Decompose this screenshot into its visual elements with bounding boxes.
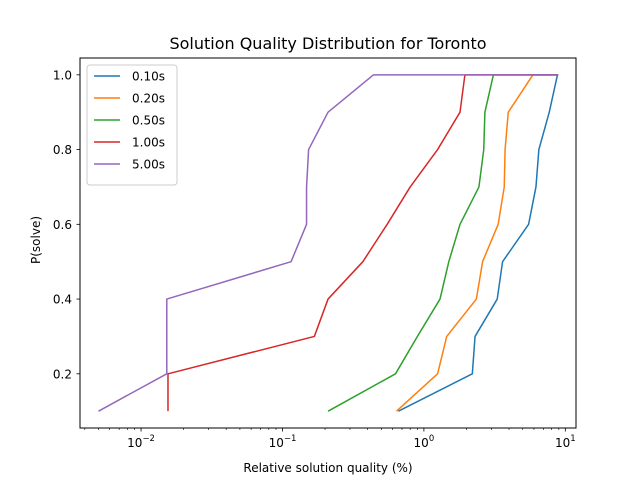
y-tick-label: 0.8 bbox=[53, 143, 72, 157]
series-line-3 bbox=[167, 74, 559, 412]
series-line-1 bbox=[395, 74, 559, 412]
series-line-0 bbox=[398, 74, 559, 412]
plot-frame bbox=[79, 57, 577, 429]
y-axis-ticks: 0.2 0.4 0.6 0.8 1.0 bbox=[53, 68, 80, 381]
y-tick-label: 0.6 bbox=[53, 218, 72, 232]
chart-title: Solution Quality Distribution for Toront… bbox=[169, 34, 486, 53]
y-tick-label: 1.0 bbox=[53, 68, 72, 82]
y-tick-label: 0.4 bbox=[53, 293, 72, 307]
legend-label: 5.00s bbox=[132, 158, 165, 172]
legend-label: 0.10s bbox=[132, 70, 165, 84]
x-axis-ticks: 10−2 10−1 100 101 bbox=[84, 428, 576, 450]
x-tick-label: 10−2 bbox=[127, 434, 155, 450]
legend-box bbox=[86, 64, 178, 186]
legend: 0.10s 0.20s 0.50s 1.00s 5.00s bbox=[86, 64, 178, 186]
legend-label: 0.20s bbox=[132, 92, 165, 106]
x-tick-label: 101 bbox=[555, 434, 576, 450]
x-tick-label: 100 bbox=[414, 434, 435, 450]
legend-label: 0.50s bbox=[132, 114, 165, 128]
y-axis-label: P(solve) bbox=[29, 216, 43, 264]
plot-lines bbox=[98, 74, 559, 412]
x-tick-label: 10−1 bbox=[269, 434, 297, 450]
x-axis-label: Relative solution quality (%) bbox=[243, 461, 412, 475]
series-line-4 bbox=[98, 74, 559, 412]
legend-label: 1.00s bbox=[132, 136, 165, 150]
series-line-2 bbox=[327, 74, 559, 412]
y-tick-label: 0.2 bbox=[53, 367, 72, 381]
